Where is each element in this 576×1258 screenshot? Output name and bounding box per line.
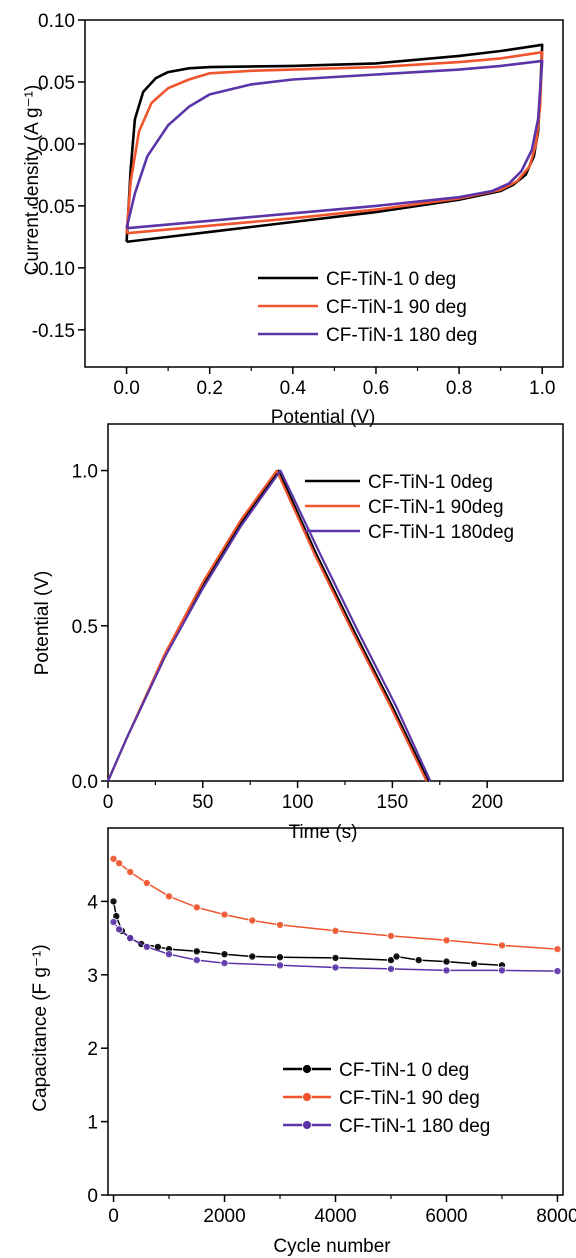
- cycling-data-point-2: [442, 966, 451, 975]
- cycling-x-tick-label: 0: [108, 1206, 119, 1227]
- cycling-data-point-0: [248, 952, 257, 961]
- gcd-x-axis-label: Time (s): [289, 822, 358, 843]
- gcd-series-line-2: [106, 469, 432, 782]
- cycling-data-point-1: [275, 920, 284, 929]
- cv-legend-label-0: CF-TiN-1 0 deg: [326, 269, 456, 290]
- cycling-data-point-2: [126, 934, 135, 943]
- gcd-plot-frame: [107, 423, 564, 782]
- cycling-legend-label-2: CF-TiN-1 180 deg: [339, 1116, 490, 1137]
- cycling-data-point-1: [248, 916, 257, 925]
- cycling-legend-label-0: CF-TiN-1 0 deg: [339, 1060, 469, 1081]
- cycling-data-point-2: [331, 963, 340, 972]
- cycling-x-tick-label: 2000: [203, 1206, 245, 1227]
- cycling-x-tick-label: 4000: [314, 1206, 356, 1227]
- gcd-y-tick-label: 1.0: [72, 462, 98, 483]
- cycling-y-tick-label: 1: [87, 1113, 98, 1134]
- cycling-data-point-1: [164, 892, 173, 901]
- cycling-y-tick-label: 2: [87, 1039, 98, 1060]
- cycling-data-point-2: [553, 967, 562, 976]
- cycling-data-point-0: [192, 947, 201, 956]
- gcd-x-tick-label: 50: [192, 792, 213, 813]
- cycling-data-point-2: [192, 956, 201, 965]
- cycling-chart: 0 2000 4000 6000 8000 0 1 2 3 4 CF-TiN-1 0 deg CF-T…: [87, 827, 576, 1227]
- cv-y-axis-label: Current density (A g⁻¹): [22, 85, 43, 276]
- cycling-data-point-0: [109, 897, 118, 906]
- gcd-x-tick-label: 150: [377, 792, 409, 813]
- cv-series-line-2: [125, 59, 544, 230]
- cv-series-line-0: [125, 43, 544, 244]
- cycling-data-point-0: [275, 953, 284, 962]
- cycling-data-point-2: [115, 925, 124, 934]
- cycling-plot-frame: [107, 827, 564, 1196]
- cycling-x-tick-label: 8000: [536, 1206, 576, 1227]
- cycling-series-line-1: [113, 858, 558, 950]
- cv-x-tick-label: 1.0: [529, 378, 555, 399]
- cycling-data-point-2: [142, 942, 151, 951]
- cv-x-axis-label: Potential (V): [271, 407, 376, 428]
- gcd-x-tick-label: 100: [282, 792, 314, 813]
- cycling-data-point-1: [220, 910, 229, 919]
- cv-legend-label-2: CF-TiN-1 180 deg: [326, 325, 477, 346]
- cycling-data-point-1: [192, 903, 201, 912]
- cv-plot-frame: [84, 19, 564, 368]
- cycling-data-point-1: [126, 868, 135, 877]
- cv-x-tick-label: 0.2: [196, 378, 222, 399]
- cycling-y-tick-label: 0: [87, 1186, 98, 1207]
- cycling-data-point-2: [109, 918, 118, 927]
- cycling-data-point-1: [109, 854, 118, 863]
- cycling-data-point-0: [331, 953, 340, 962]
- cycling-legend-label-1: CF-TiN-1 90 deg: [339, 1088, 480, 1109]
- cycling-x-tick-label: 6000: [425, 1206, 467, 1227]
- cycling-data-point-2: [497, 966, 506, 975]
- cv-y-tick-label: 0.05: [38, 73, 75, 94]
- gcd-y-axis-label: Potential (V): [32, 571, 53, 676]
- cv-x-tick-label: 0.8: [446, 378, 472, 399]
- cycling-y-tick-label: 4: [87, 892, 98, 913]
- cycling-y-tick-label: 3: [87, 966, 98, 987]
- gcd-chart: 0 50 100 150 200 0.0 0.5 1.0 CF-TiN-1 0deg CF-TiN…: [72, 423, 564, 813]
- cycling-data-point-2: [164, 950, 173, 959]
- cycling-legend-marker-0: [302, 1064, 312, 1074]
- gcd-legend-label-2: CF-TiN-1 180deg: [368, 522, 514, 543]
- cv-series-line-1: [125, 50, 544, 235]
- gcd-y-tick-label: 0.5: [72, 617, 98, 638]
- gcd-y-tick-label: 0.0: [72, 772, 98, 793]
- gcd-legend-label-0: CF-TiN-1 0deg: [368, 472, 493, 493]
- cycling-data-point-0: [442, 957, 451, 966]
- cv-y-tick-label: -0.05: [32, 197, 75, 218]
- cycling-data-point-1: [497, 941, 506, 950]
- cv-y-tick-label: -0.15: [32, 321, 75, 342]
- cycling-data-point-2: [220, 959, 229, 968]
- cv-y-tick-label: 0.00: [38, 135, 75, 156]
- cycling-data-point-2: [386, 964, 395, 973]
- cv-y-tick-label: -0.10: [32, 259, 75, 280]
- cycling-data-point-0: [470, 959, 479, 968]
- gcd-legend-label-1: CF-TiN-1 90deg: [368, 497, 504, 518]
- cycling-data-point-1: [331, 926, 340, 935]
- cv-chart: 0.0 0.2 0.4 0.6 0.8 1.0 0.10 0.05 0.00 -0.05 -0.10…: [32, 11, 564, 399]
- cv-x-tick-label: 0.4: [280, 378, 307, 399]
- gcd-x-tick-label: 200: [471, 792, 503, 813]
- cycling-data-point-0: [220, 950, 229, 959]
- cycling-legend-marker-2: [302, 1120, 312, 1130]
- cycling-data-point-0: [392, 952, 401, 961]
- cycling-legend-marker-1: [302, 1092, 312, 1102]
- cycling-data-point-1: [442, 936, 451, 945]
- cycling-data-point-1: [386, 931, 395, 940]
- cycling-x-axis-label: Cycle number: [273, 1236, 391, 1257]
- gcd-x-tick-label: 0: [103, 792, 114, 813]
- cycling-data-point-1: [115, 859, 124, 868]
- cycling-y-axis-label: Capacitance (F g⁻¹): [30, 944, 51, 1111]
- cycling-data-point-0: [414, 956, 423, 965]
- cycling-data-point-1: [142, 879, 151, 888]
- cv-legend-label-1: CF-TiN-1 90 deg: [326, 297, 467, 318]
- cycling-data-point-1: [553, 945, 562, 954]
- cv-x-tick-label: 0.6: [363, 378, 389, 399]
- cv-y-tick-label: 0.10: [38, 11, 75, 32]
- cycling-data-point-2: [275, 961, 284, 970]
- cv-x-tick-label: 0.0: [113, 378, 139, 399]
- cycling-data-point-0: [386, 956, 395, 965]
